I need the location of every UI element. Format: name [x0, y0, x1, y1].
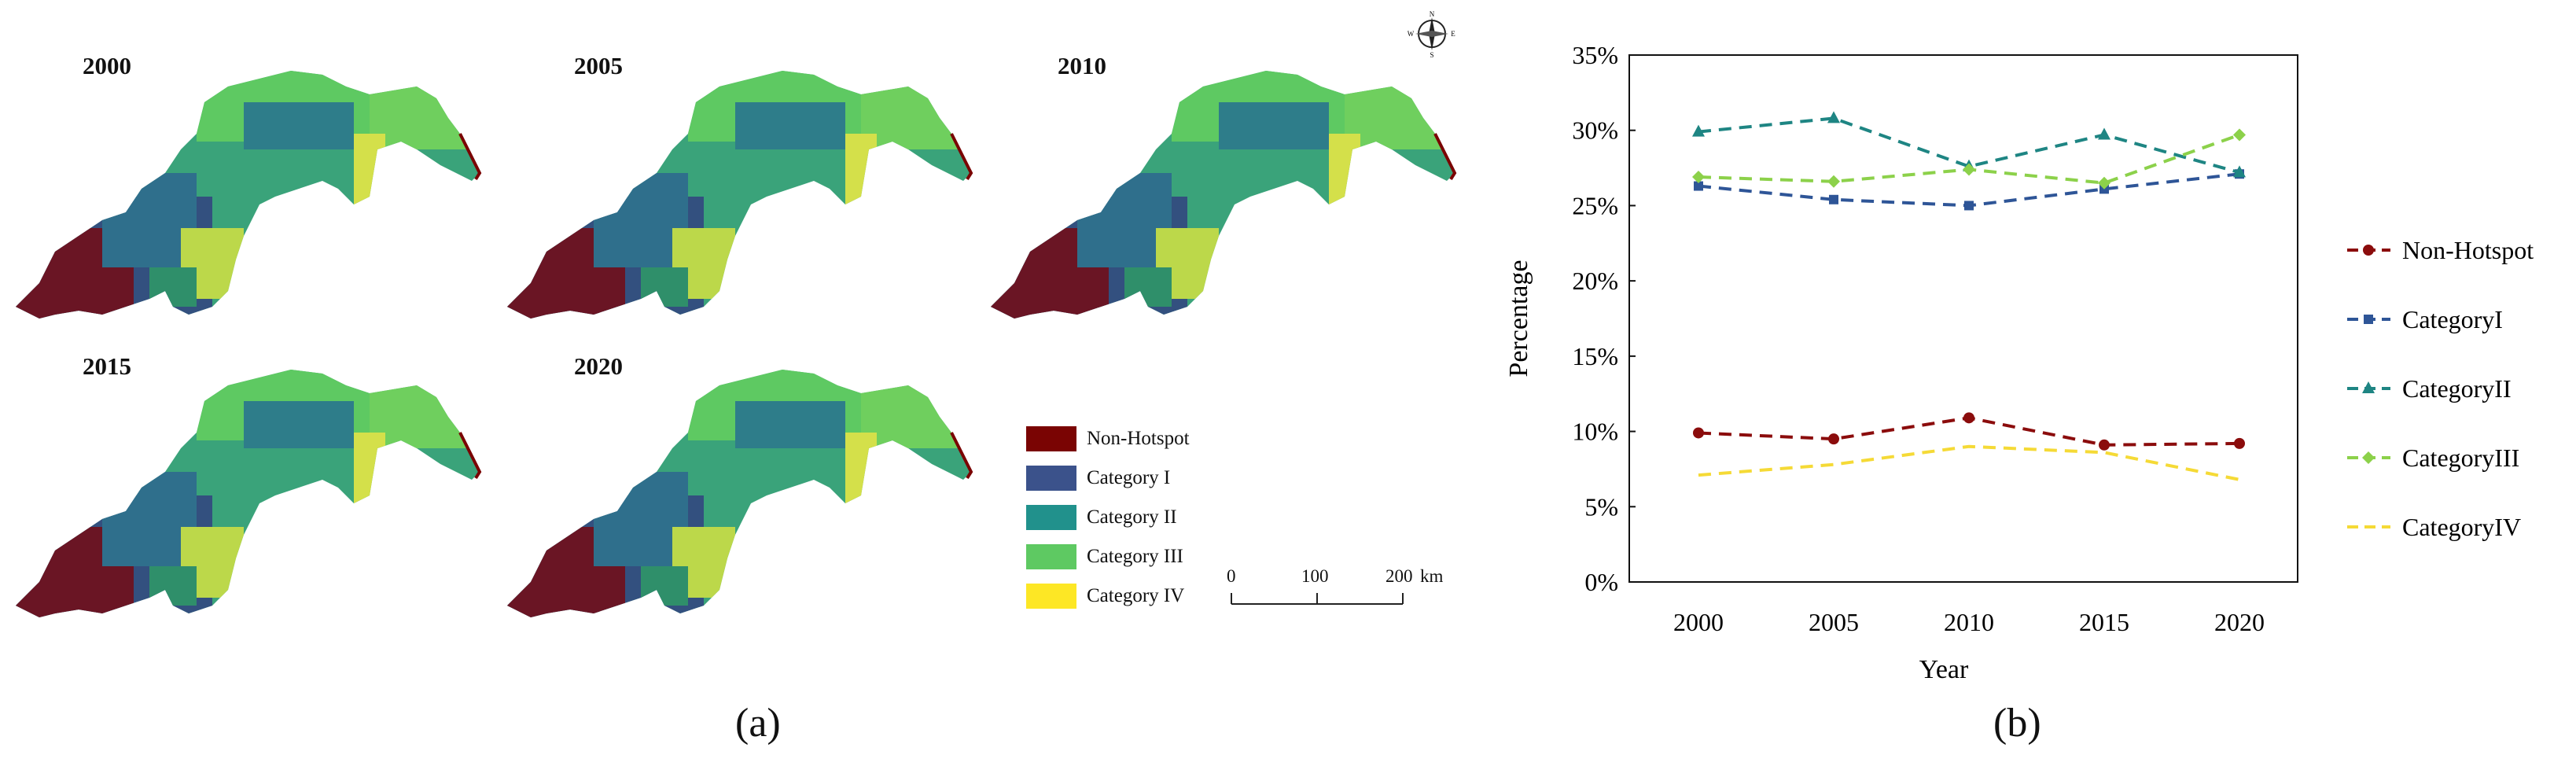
y-tick-label: 20% — [1572, 267, 1618, 295]
legend-swatch-category-2 — [1026, 505, 1076, 530]
scale-tick-label: 0 — [1227, 566, 1236, 586]
series-line — [1698, 133, 2240, 185]
data-point — [1829, 194, 1838, 204]
x-axis-title: Year — [1919, 655, 1969, 684]
data-point — [2099, 439, 2110, 451]
series-line — [1698, 444, 2240, 481]
compass-e: E — [1451, 30, 1455, 38]
data-point — [2234, 437, 2245, 449]
y-tick-label: 35% — [1572, 41, 1618, 69]
legend-item: CategoryIII — [2347, 444, 2519, 472]
data-point — [2098, 176, 2110, 190]
map-year-label: 2020 — [574, 352, 623, 380]
map-year-label: 2010 — [1058, 52, 1106, 79]
panel-label-a: (a) — [735, 701, 781, 746]
plot-frame — [1628, 54, 2298, 583]
map-year-label: 2015 — [83, 352, 131, 380]
data-point — [1692, 171, 1705, 184]
y-tick-label: 5% — [1584, 492, 1618, 521]
series-categoryiv — [1698, 444, 2240, 481]
compass-w: W — [1408, 30, 1415, 38]
scale-tick-label: 100 — [1301, 566, 1329, 586]
y-axis: 0% 5% 10% 15% 20% 25% 30% 35% — [1572, 41, 1636, 596]
legend-label: Category II — [1087, 506, 1177, 528]
series-categoryiii — [1692, 128, 2246, 190]
legend-label: CategoryIV — [2402, 513, 2521, 541]
legend-label: CategoryI — [2402, 305, 2503, 333]
x-tick-label: 2015 — [2079, 608, 2129, 636]
data-point — [2363, 245, 2374, 256]
scale-tick-label: 200 — [1386, 566, 1413, 586]
legend-label: Non-Hotspot — [2402, 236, 2534, 264]
legend-label: CategoryII — [2402, 374, 2512, 403]
legend-swatch-category-3 — [1026, 544, 1076, 569]
panel-label-b: (b) — [1993, 701, 2041, 746]
chart-legend: Non-Hotspot CategoryI CategoryII CategoryII… — [2347, 236, 2534, 541]
compass-s: S — [1430, 51, 1433, 58]
map-year-label: 2000 — [83, 52, 131, 79]
data-point — [2362, 451, 2375, 464]
legend-label: Category III — [1087, 546, 1183, 567]
x-tick-label: 2010 — [1944, 608, 1994, 636]
scale-bar-line — [1231, 593, 1404, 605]
legend-label: Non-Hotspot — [1087, 428, 1190, 449]
y-tick-label: 15% — [1572, 342, 1618, 370]
data-point — [1693, 427, 1704, 439]
data-point — [1827, 175, 1840, 188]
legend-swatch-non-hotspot — [1026, 426, 1076, 451]
series-layer — [1692, 111, 2246, 481]
data-point — [1694, 181, 1703, 191]
y-axis-title: Percentage — [1504, 260, 1533, 377]
x-tick-label: 2000 — [1673, 608, 1724, 636]
data-point — [2233, 128, 2246, 142]
data-point — [2233, 165, 2246, 178]
x-tick-label: 2005 — [1809, 608, 1859, 636]
legend-swatch-category-4 — [1026, 584, 1076, 609]
data-point — [2364, 315, 2373, 324]
legend-item: CategoryIV — [2347, 513, 2521, 541]
data-point — [1692, 124, 1705, 137]
scale-unit: km — [1420, 566, 1444, 586]
legend-swatch-category-1 — [1026, 466, 1076, 491]
x-axis: 2000 2005 2010 2015 2020 — [1673, 608, 2265, 636]
data-point — [1964, 201, 1974, 211]
data-point — [1963, 163, 1975, 176]
y-tick-label: 25% — [1572, 191, 1618, 219]
y-tick-label: 0% — [1584, 568, 1618, 596]
data-point — [1963, 412, 1974, 424]
legend-item: CategoryII — [2347, 374, 2512, 403]
legend-label: Category I — [1087, 467, 1171, 488]
compass-n: N — [1430, 10, 1435, 18]
data-point — [1827, 111, 1840, 123]
legend-label: Category IV — [1087, 585, 1185, 606]
series-line — [1698, 172, 2240, 208]
y-tick-label: 30% — [1572, 116, 1618, 145]
data-point — [1828, 433, 1839, 445]
y-tick-label: 10% — [1572, 418, 1618, 446]
legend-label: CategoryIII — [2402, 444, 2519, 472]
data-point — [2098, 127, 2110, 140]
series-line — [1698, 116, 2240, 175]
data-point — [2362, 381, 2375, 393]
legend-item: CategoryI — [2347, 305, 2503, 333]
series-non-hotspot — [1693, 412, 2245, 451]
x-tick-label: 2020 — [2214, 608, 2265, 636]
legend-item: Non-Hotspot — [2347, 236, 2534, 264]
compass-icon: N S E W — [1408, 10, 1455, 58]
map-year-label: 2005 — [574, 52, 623, 79]
